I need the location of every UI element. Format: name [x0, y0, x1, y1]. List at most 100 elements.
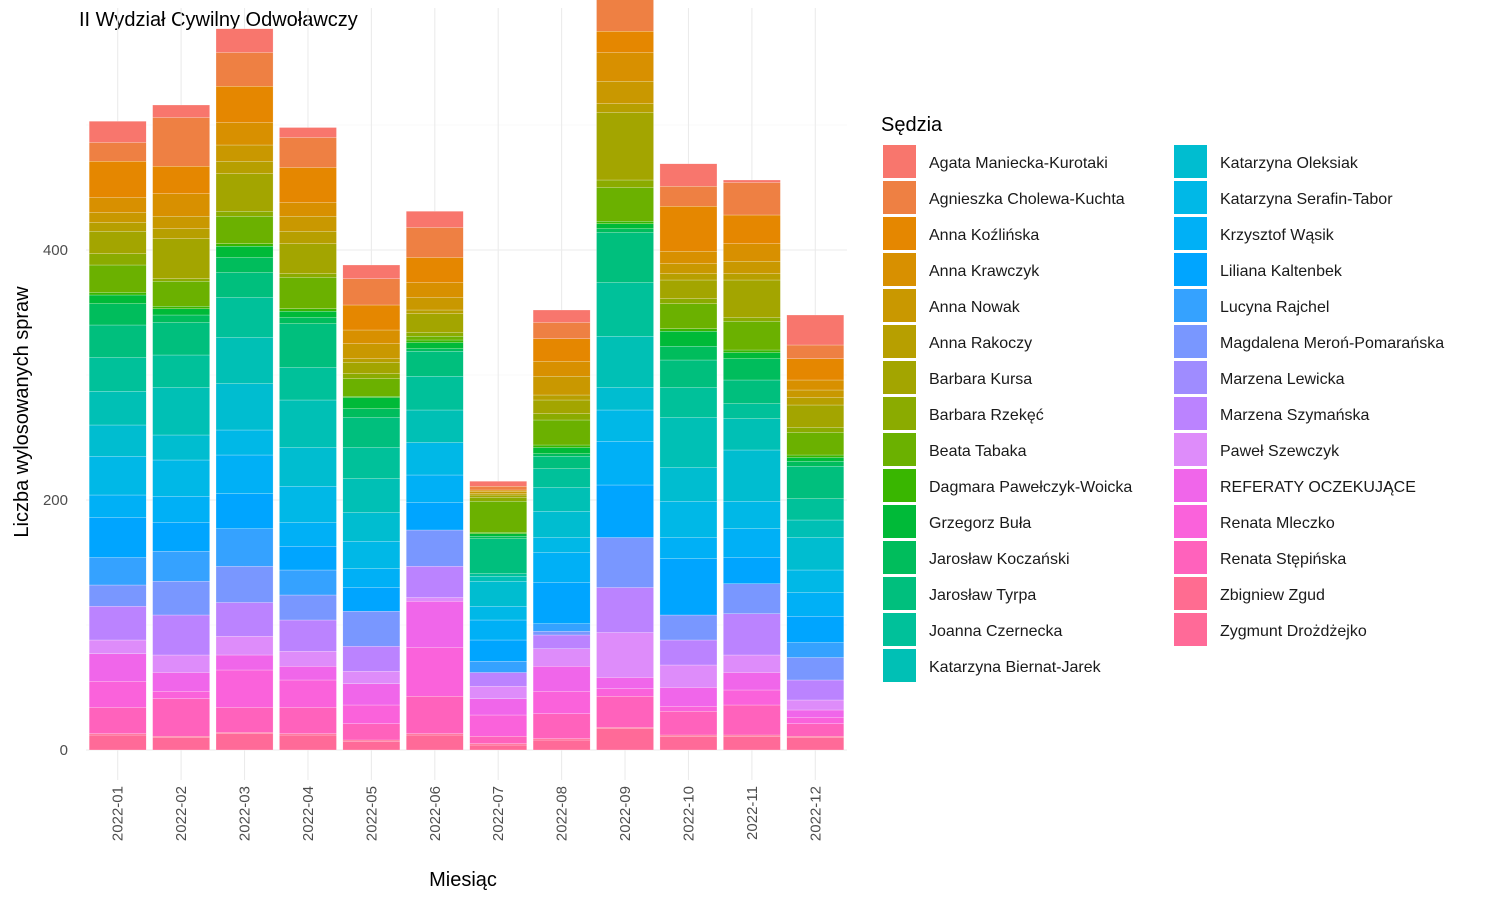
bar-segment — [786, 699, 845, 711]
bar-segment — [152, 496, 210, 523]
y-axis-title: Liczba wylosowanych spraw — [11, 286, 33, 538]
bar-segment — [596, 228, 654, 233]
bar-segment — [786, 717, 845, 724]
bar-segment — [786, 404, 845, 428]
legend-label: Magdalena Meroń-Pomarańska — [1220, 335, 1444, 352]
bar-segment — [152, 459, 210, 497]
bar-segment — [152, 117, 210, 167]
bar-segment — [342, 587, 401, 612]
bar-segment — [215, 528, 274, 567]
legend-label: Dagmara Pawełczyk-Woicka — [929, 479, 1132, 496]
bar-segment — [152, 306, 210, 309]
bar-segment — [342, 447, 401, 479]
bar-segment — [215, 297, 274, 338]
bar-segment — [406, 502, 464, 531]
bar-segment — [596, 696, 654, 728]
x-tick-label: 2022-05 — [363, 786, 380, 841]
bar-segment — [786, 432, 845, 456]
x-tick-label: 2022-09 — [617, 786, 634, 841]
bar-segment — [532, 361, 591, 377]
bar-segment — [279, 311, 337, 318]
bar-segment — [532, 309, 591, 323]
bar-segment — [723, 736, 781, 751]
bar-segment — [469, 576, 527, 582]
bar-segment — [723, 613, 781, 656]
bar-segment — [215, 243, 274, 247]
bar-segment — [88, 606, 147, 641]
bar-segment — [532, 376, 591, 396]
bar-segment — [279, 594, 337, 621]
bar-segment — [532, 447, 591, 454]
bar-segment — [786, 427, 845, 433]
bar-segment — [469, 714, 527, 737]
bar-segment — [659, 687, 718, 707]
bar-segment — [723, 689, 781, 706]
bar-segment — [152, 322, 210, 356]
x-axis-ticks: 2022-01 2022-02 2022-03 2022-04 2022-05 2022-… — [110, 786, 825, 841]
bar-segment — [88, 494, 147, 518]
bar-segment — [152, 104, 210, 118]
bar-segment — [406, 647, 464, 697]
legend-label: Zygmunt Drożdżejko — [1220, 623, 1367, 640]
bar-segment — [786, 461, 845, 467]
bar-segment — [532, 419, 591, 446]
bar-segment — [596, 223, 654, 229]
legend-swatch — [883, 469, 916, 502]
bar-segment — [596, 282, 654, 337]
bar-segment — [279, 569, 337, 596]
bar-segment — [532, 691, 591, 714]
x-tick-label: 2022-02 — [173, 786, 190, 841]
bar-segment — [532, 453, 591, 457]
bar-segment — [406, 474, 464, 503]
bar-segment — [406, 227, 464, 258]
legend-swatch — [883, 253, 916, 286]
legend-swatch — [883, 649, 916, 682]
bar-segment — [596, 441, 654, 486]
bar-segment — [88, 121, 147, 143]
legend-label: Jarosław Tyrpa — [929, 587, 1036, 604]
bar-segment — [532, 399, 591, 414]
bar-segment — [659, 537, 718, 559]
bar-segment — [659, 303, 718, 329]
bar-segment — [786, 679, 845, 701]
bar-segment — [659, 186, 718, 207]
bar-segment — [596, 677, 654, 689]
bar-segment — [532, 322, 591, 339]
bar-segment — [406, 297, 464, 311]
bar-segment — [469, 533, 527, 537]
bar-segment — [279, 619, 337, 652]
bar-segment — [786, 379, 845, 391]
bar-segment — [342, 408, 401, 418]
bar-segment — [786, 657, 845, 681]
legend-label: Agnieszka Cholewa-Kuchta — [929, 191, 1125, 208]
legend-swatch — [1174, 145, 1207, 178]
bar-segment — [659, 331, 718, 347]
bar-segment — [152, 551, 210, 582]
bar-segment — [723, 501, 781, 529]
bar-segment — [786, 466, 845, 499]
bar-segment — [279, 486, 337, 523]
x-tick-label: 2022-03 — [237, 786, 254, 841]
bar-segment — [279, 323, 337, 368]
bar-segment — [723, 321, 781, 351]
bar-segment — [596, 81, 654, 104]
legend-swatch — [883, 397, 916, 430]
bar-segment — [532, 413, 591, 421]
bar-segment — [152, 522, 210, 552]
bar-segment — [786, 737, 845, 751]
legend-label: Anna Rakoczy — [929, 335, 1032, 352]
bar-segment — [342, 358, 401, 363]
legend-label: Beata Tabaka — [929, 443, 1027, 460]
bar-segment — [532, 648, 591, 667]
legend-label: Paweł Szewczyk — [1220, 443, 1340, 460]
bar-segment — [88, 557, 147, 586]
bar-segment — [469, 606, 527, 621]
bar-segment — [596, 537, 654, 588]
bar-segment — [88, 222, 147, 232]
bar-segment — [279, 734, 337, 751]
legend-swatch — [1174, 433, 1207, 466]
bar-segment — [659, 706, 718, 712]
bar-segment — [532, 487, 591, 512]
bar-segment — [786, 592, 845, 617]
bar-segment — [659, 501, 718, 538]
